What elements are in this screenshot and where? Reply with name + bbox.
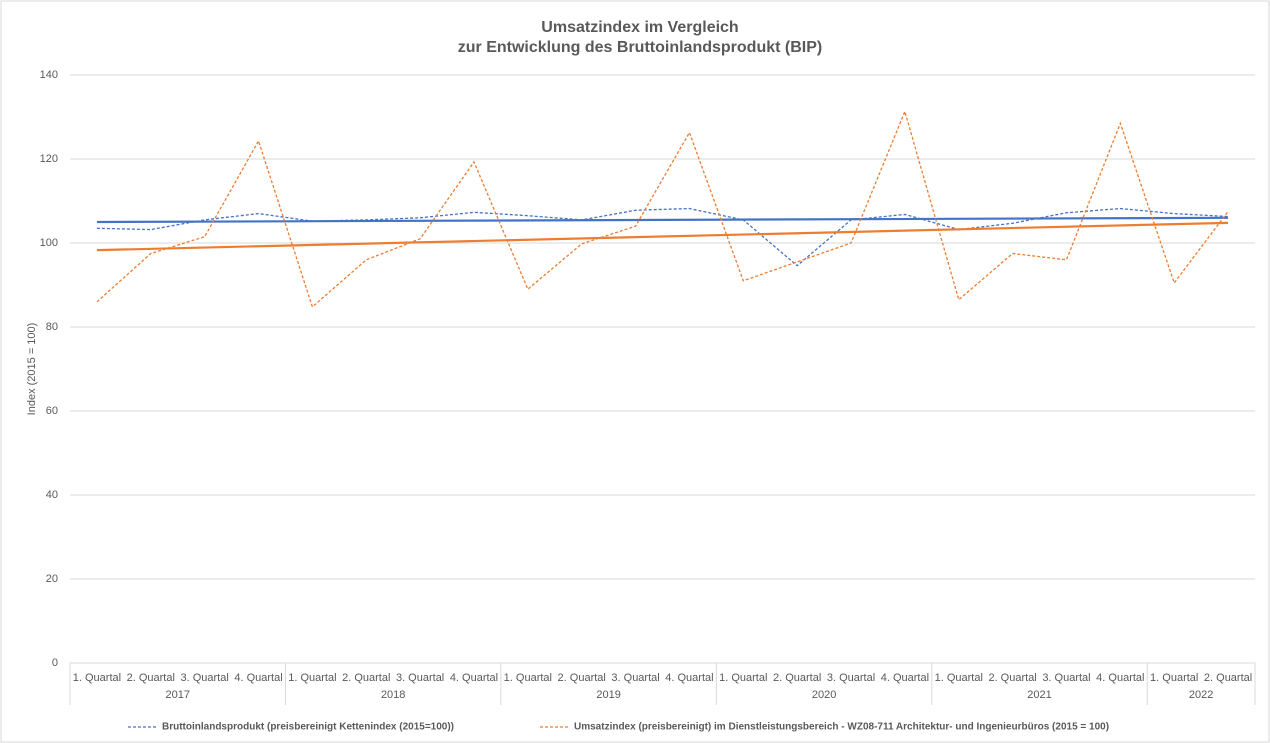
x-tick-label: 2. Quartal (773, 672, 821, 684)
legend-label: Umsatzindex (preisbereinigt) im Dienstle… (574, 722, 1109, 733)
y-tick-label: 100 (40, 237, 58, 249)
y-tick-label: 140 (40, 69, 58, 81)
x-tick-label: 3. Quartal (181, 672, 229, 684)
series-line (96, 207, 1229, 267)
y-tick-label: 0 (52, 657, 58, 669)
x-tick-label: 3. Quartal (1042, 672, 1090, 684)
x-tick-label: 2. Quartal (127, 672, 175, 684)
y-axis-label: Index (2015 = 100) (26, 323, 38, 416)
x-tick-label: 1. Quartal (73, 672, 121, 684)
x-tick-label: 4. Quartal (881, 672, 929, 684)
y-tick-label: 40 (46, 489, 58, 501)
trend-line (96, 216, 1229, 224)
x-tick-label: 1. Quartal (288, 672, 336, 684)
x-tick-label: 3. Quartal (611, 672, 659, 684)
x-tick-label: 3. Quartal (396, 672, 444, 684)
series-line (96, 109, 1229, 308)
x-group-label: 2021 (1027, 689, 1051, 701)
x-group-label: 2020 (812, 689, 836, 701)
x-tick-label: 3. Quartal (827, 672, 875, 684)
x-tick-label: 1. Quartal (1150, 672, 1198, 684)
x-tick-label: 2. Quartal (988, 672, 1036, 684)
x-tick-label: 4. Quartal (234, 672, 282, 684)
x-group-label: 2018 (381, 689, 405, 701)
x-tick-label: 2. Quartal (342, 672, 390, 684)
chart-title: Umsatzindex im Vergleich (541, 19, 738, 36)
x-tick-label: 4. Quartal (450, 672, 498, 684)
y-tick-label: 120 (40, 153, 58, 165)
x-tick-label: 4. Quartal (665, 672, 713, 684)
x-tick-label: 2. Quartal (558, 672, 606, 684)
x-tick-label: 1. Quartal (504, 672, 552, 684)
y-tick-label: 80 (46, 321, 58, 333)
x-group-label: 2022 (1189, 689, 1213, 701)
x-tick-label: 4. Quartal (1096, 672, 1144, 684)
x-group-label: 2019 (596, 689, 620, 701)
x-tick-label: 1. Quartal (935, 672, 983, 684)
trend-line (96, 221, 1229, 252)
x-group-label: 2017 (165, 689, 189, 701)
legend-label: Bruttoinlandsprodukt (preisbereinigt Ket… (162, 722, 454, 733)
y-tick-label: 20 (46, 573, 58, 585)
x-tick-label: 1. Quartal (719, 672, 767, 684)
y-tick-label: 60 (46, 405, 58, 417)
x-tick-label: 2. Quartal (1204, 672, 1252, 684)
chart-title: zur Entwicklung des Bruttoinlandsprodukt… (458, 39, 822, 56)
